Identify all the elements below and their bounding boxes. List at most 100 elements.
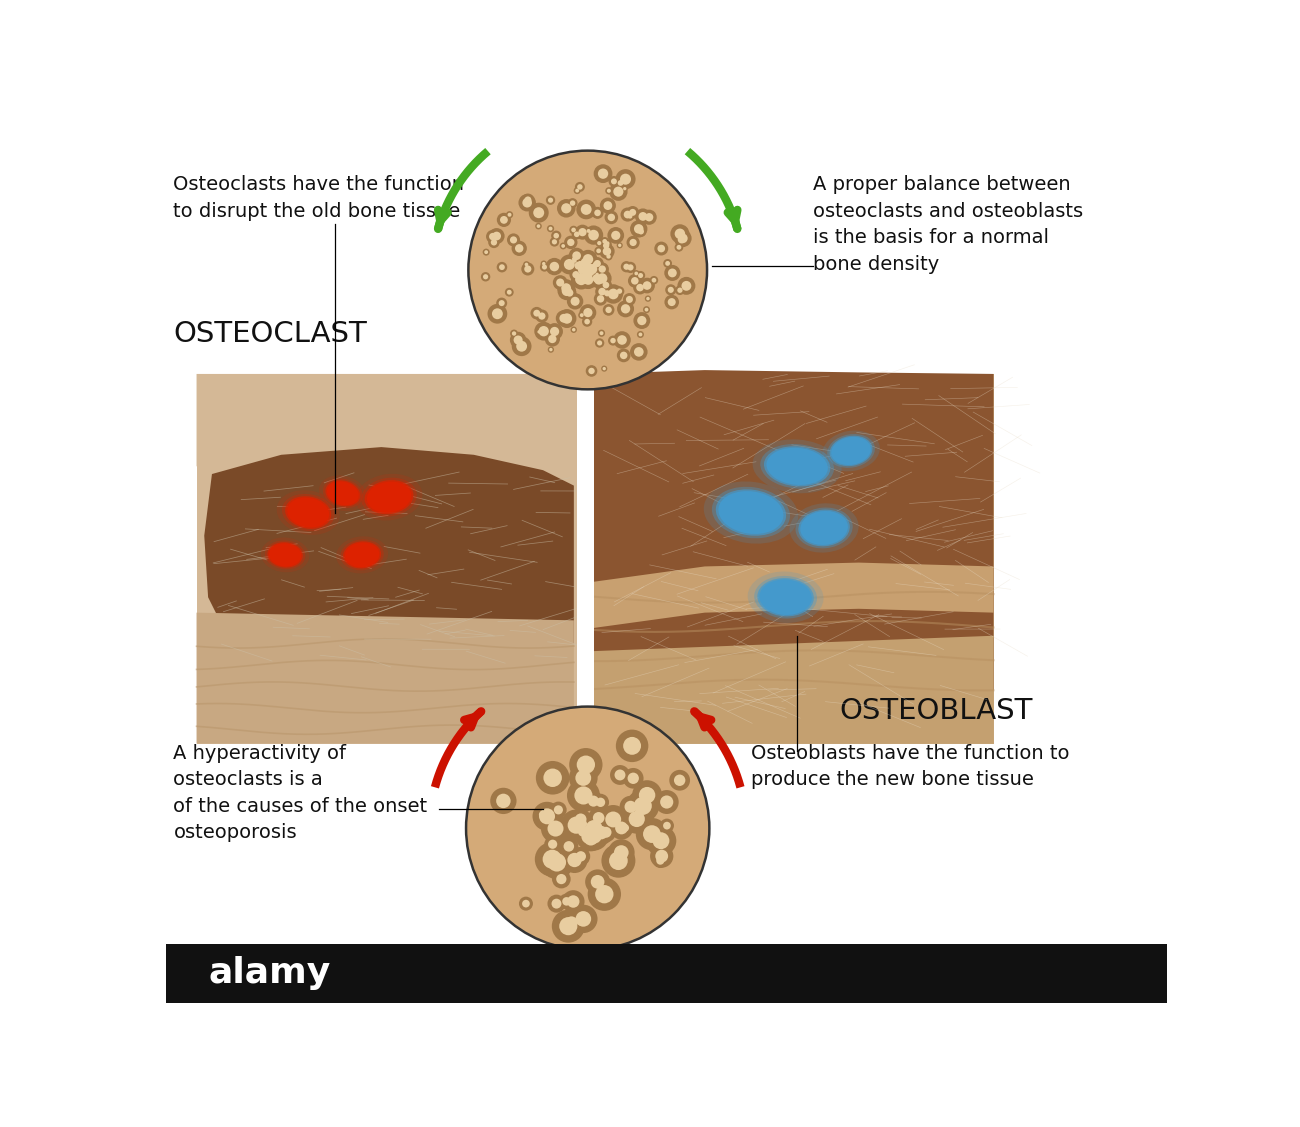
Circle shape — [633, 270, 640, 277]
Circle shape — [603, 239, 611, 248]
Circle shape — [655, 790, 679, 814]
Circle shape — [621, 261, 632, 273]
Circle shape — [663, 259, 672, 268]
Circle shape — [603, 202, 612, 210]
Circle shape — [620, 796, 641, 818]
Circle shape — [584, 266, 590, 273]
Text: A hyperactivity of
osteoclasts is a
of the causes of the onset
osteoporosis: A hyperactivity of osteoclasts is a of t… — [173, 744, 428, 842]
Circle shape — [675, 243, 684, 251]
Circle shape — [629, 810, 645, 827]
Circle shape — [562, 245, 566, 248]
Circle shape — [630, 277, 638, 285]
Text: OSTEOCLAST: OSTEOCLAST — [173, 320, 367, 348]
Ellipse shape — [343, 541, 381, 568]
Circle shape — [593, 261, 598, 267]
Circle shape — [581, 266, 592, 276]
Circle shape — [586, 272, 593, 277]
Circle shape — [593, 274, 601, 283]
Circle shape — [569, 225, 577, 234]
Circle shape — [624, 211, 632, 219]
Circle shape — [594, 826, 608, 840]
Circle shape — [580, 267, 585, 273]
Circle shape — [486, 230, 499, 243]
Circle shape — [602, 287, 612, 299]
Circle shape — [510, 331, 526, 348]
Circle shape — [585, 827, 597, 840]
Circle shape — [562, 897, 571, 906]
Circle shape — [569, 748, 602, 781]
Circle shape — [524, 266, 532, 273]
Circle shape — [507, 213, 511, 216]
Circle shape — [650, 276, 658, 284]
Circle shape — [521, 194, 534, 206]
Circle shape — [556, 873, 567, 885]
Circle shape — [615, 286, 624, 296]
Circle shape — [664, 265, 680, 281]
Circle shape — [664, 295, 679, 310]
Circle shape — [559, 313, 568, 322]
Circle shape — [615, 770, 625, 780]
Circle shape — [621, 304, 630, 313]
Circle shape — [484, 274, 489, 279]
Circle shape — [578, 261, 582, 265]
Circle shape — [572, 328, 576, 331]
Ellipse shape — [801, 511, 848, 545]
Circle shape — [542, 261, 546, 266]
Circle shape — [545, 836, 562, 853]
Circle shape — [558, 309, 576, 328]
Circle shape — [586, 229, 590, 233]
Circle shape — [540, 845, 573, 879]
Circle shape — [533, 801, 562, 831]
Circle shape — [606, 187, 612, 195]
Ellipse shape — [712, 487, 790, 539]
Circle shape — [512, 336, 532, 356]
Circle shape — [549, 348, 552, 352]
Circle shape — [632, 780, 662, 810]
Circle shape — [524, 196, 532, 203]
Circle shape — [638, 332, 642, 337]
Circle shape — [651, 278, 656, 283]
Circle shape — [572, 272, 580, 278]
Circle shape — [623, 737, 641, 755]
Circle shape — [564, 841, 575, 852]
Circle shape — [562, 286, 572, 296]
Circle shape — [576, 254, 594, 272]
Circle shape — [523, 899, 530, 907]
Circle shape — [580, 266, 594, 281]
Circle shape — [571, 809, 592, 829]
Circle shape — [593, 813, 605, 824]
Circle shape — [536, 808, 550, 822]
Circle shape — [589, 820, 614, 845]
Circle shape — [645, 295, 651, 302]
Circle shape — [580, 822, 602, 844]
Ellipse shape — [285, 496, 332, 529]
Circle shape — [563, 286, 576, 300]
Circle shape — [607, 214, 615, 221]
Circle shape — [533, 310, 541, 317]
Circle shape — [549, 840, 558, 849]
Circle shape — [615, 822, 628, 834]
Circle shape — [497, 793, 511, 808]
Circle shape — [627, 236, 640, 249]
Circle shape — [578, 312, 585, 319]
Circle shape — [597, 241, 602, 246]
Circle shape — [491, 239, 497, 246]
Circle shape — [601, 240, 612, 251]
Circle shape — [556, 199, 576, 218]
Circle shape — [572, 229, 582, 239]
Circle shape — [608, 176, 619, 187]
Circle shape — [576, 911, 592, 926]
Circle shape — [585, 228, 592, 234]
Circle shape — [576, 770, 592, 786]
Circle shape — [580, 313, 584, 317]
Ellipse shape — [789, 504, 858, 552]
Circle shape — [572, 846, 590, 866]
Circle shape — [628, 265, 633, 270]
Circle shape — [658, 245, 666, 252]
Ellipse shape — [341, 540, 384, 570]
Circle shape — [588, 807, 610, 828]
Circle shape — [640, 277, 655, 293]
Circle shape — [540, 263, 549, 272]
Circle shape — [595, 885, 614, 904]
Circle shape — [547, 346, 554, 353]
